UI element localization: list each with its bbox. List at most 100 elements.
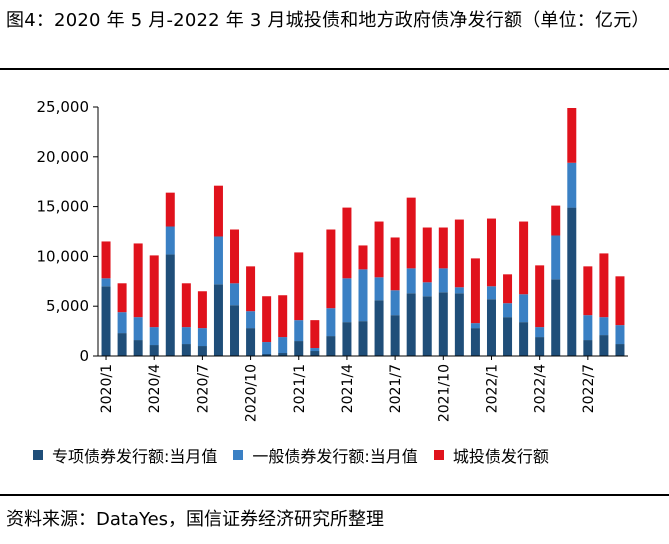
bar-segment-special <box>438 292 448 356</box>
bar-segment-special <box>213 284 223 356</box>
bar-segment-urban <box>230 229 240 284</box>
bar-segment-urban <box>294 252 304 321</box>
bar-segment-special <box>117 333 127 356</box>
bar-segment-special <box>262 354 272 356</box>
bar-segment-general <box>213 236 223 285</box>
bar-segment-general <box>181 327 191 345</box>
bar-segment-urban <box>342 207 352 279</box>
bar-segment-special <box>374 300 384 356</box>
bar-segment-special <box>551 279 561 356</box>
bar-segment-special <box>294 341 304 356</box>
bar-segment-urban <box>599 253 609 318</box>
bar-segment-special <box>519 322 529 356</box>
legend-label-general: 一般债券发行额:当月值 <box>252 447 418 466</box>
bar-segment-general <box>454 287 464 294</box>
bar-segment-urban <box>165 192 175 227</box>
stacked-bar-chart: 0 5,000 10,000 15,000 20,000 25,000 2020/1 2020… <box>37 98 628 422</box>
bar-segment-special <box>567 207 577 356</box>
legend-item-general: 一般债券发行额:当月值 <box>233 443 418 467</box>
bar-segment-urban <box>101 241 111 279</box>
legend-item-special: 专项债券发行额:当月值 <box>33 443 217 467</box>
legend-swatch-urban <box>433 450 444 460</box>
bar-segment-urban <box>422 227 432 283</box>
bar-segment-general <box>246 311 256 329</box>
bar-segment-special <box>165 254 175 356</box>
bar-segment-special <box>390 315 400 356</box>
x-tick-label: 2022/7 <box>581 364 597 413</box>
y-tick-label: 20,000 <box>37 148 90 166</box>
bar-segment-special <box>278 353 288 356</box>
bar-segment-special <box>133 340 143 356</box>
y-tick-label: 0 <box>79 347 89 365</box>
bar-segment-special <box>470 328 480 356</box>
bar-segment-urban <box>454 219 464 288</box>
bar-segment-general <box>294 320 304 342</box>
bar-segment-special <box>342 322 352 356</box>
x-tick-label: 2021/7 <box>388 364 404 413</box>
source-note: 资料来源：DataYes，国信证券经济研究所整理 <box>6 509 385 530</box>
bar-segment-general <box>438 268 448 293</box>
bar-segment-urban <box>213 185 223 237</box>
legend-label-special: 专项债券发行额:当月值 <box>52 447 218 466</box>
y-tick-label: 10,000 <box>37 247 90 265</box>
bar-segment-general <box>567 162 577 208</box>
x-tick-label: 2021/4 <box>340 364 356 413</box>
title-rule <box>0 68 669 70</box>
bar-segment-urban <box>278 295 288 338</box>
bar-segment-general <box>197 328 207 347</box>
bar-segment-special <box>406 293 416 356</box>
bar-segment-general <box>310 348 320 352</box>
bar-segment-general <box>117 312 127 334</box>
bar-segment-special <box>197 346 207 356</box>
bar-segment-general <box>278 337 288 354</box>
bar-segment-urban <box>438 227 448 269</box>
bar-segment-general <box>470 323 480 329</box>
bar-segment-general <box>551 235 561 280</box>
bar-segment-urban <box>117 283 127 313</box>
bar-segment-general <box>406 268 416 294</box>
bar-segment-special <box>535 337 545 356</box>
bar-segment-special <box>230 305 240 356</box>
bar-segment-special <box>422 296 432 356</box>
x-tick-label: 2022/1 <box>484 364 500 413</box>
bar-segment-general <box>374 277 384 301</box>
bar-segment-general <box>422 282 432 297</box>
bar-segment-general <box>390 290 400 316</box>
bar-segment-urban <box>149 255 159 328</box>
x-tick-label: 2020/10 <box>244 364 260 422</box>
bar-segment-special <box>310 351 320 356</box>
bar-segment-special <box>358 321 368 356</box>
legend-item-urban: 城投债发行额 <box>433 443 549 467</box>
x-tick-label: 2020/1 <box>99 364 115 413</box>
bar-segment-special <box>486 299 496 356</box>
bar-segment-general <box>486 286 496 300</box>
bar-segment-special <box>326 336 336 356</box>
bar-segment-urban <box>358 245 368 270</box>
figure-title: 图4：2020 年 5 月-2022 年 3 月城投债和地方政府债净发行额（单位… <box>6 10 650 31</box>
bar-segment-general <box>326 308 336 337</box>
bar-segment-urban <box>181 283 191 328</box>
bar-segment-urban <box>615 276 625 326</box>
bar-segment-special <box>615 344 625 356</box>
bar-segment-urban <box>551 205 561 236</box>
bar-segment-urban <box>503 274 513 304</box>
bar-segment-special <box>583 340 593 356</box>
chart-legend: 专项债券发行额:当月值 一般债券发行额:当月值 城投债发行额 <box>33 443 565 467</box>
bar-segment-urban <box>326 229 336 309</box>
bar-segment-general <box>101 278 111 287</box>
bar-segment-general <box>149 327 159 346</box>
bar-segment-special <box>149 345 159 356</box>
bar-segment-special <box>599 335 609 356</box>
bar-segment-urban <box>406 197 416 269</box>
bar-segment-urban <box>583 266 593 316</box>
bar-segment-special <box>503 317 513 356</box>
bar-segment-general <box>230 283 240 306</box>
x-tick-label: 2022/4 <box>533 364 549 413</box>
y-tick-label: 5,000 <box>46 297 89 315</box>
bar-segment-general <box>615 325 625 345</box>
x-tick-label: 2021/10 <box>436 364 452 422</box>
y-tick-label: 15,000 <box>37 198 90 216</box>
source-rule <box>0 494 669 496</box>
bar-segment-general <box>535 327 545 338</box>
bar-segment-general <box>519 294 529 323</box>
